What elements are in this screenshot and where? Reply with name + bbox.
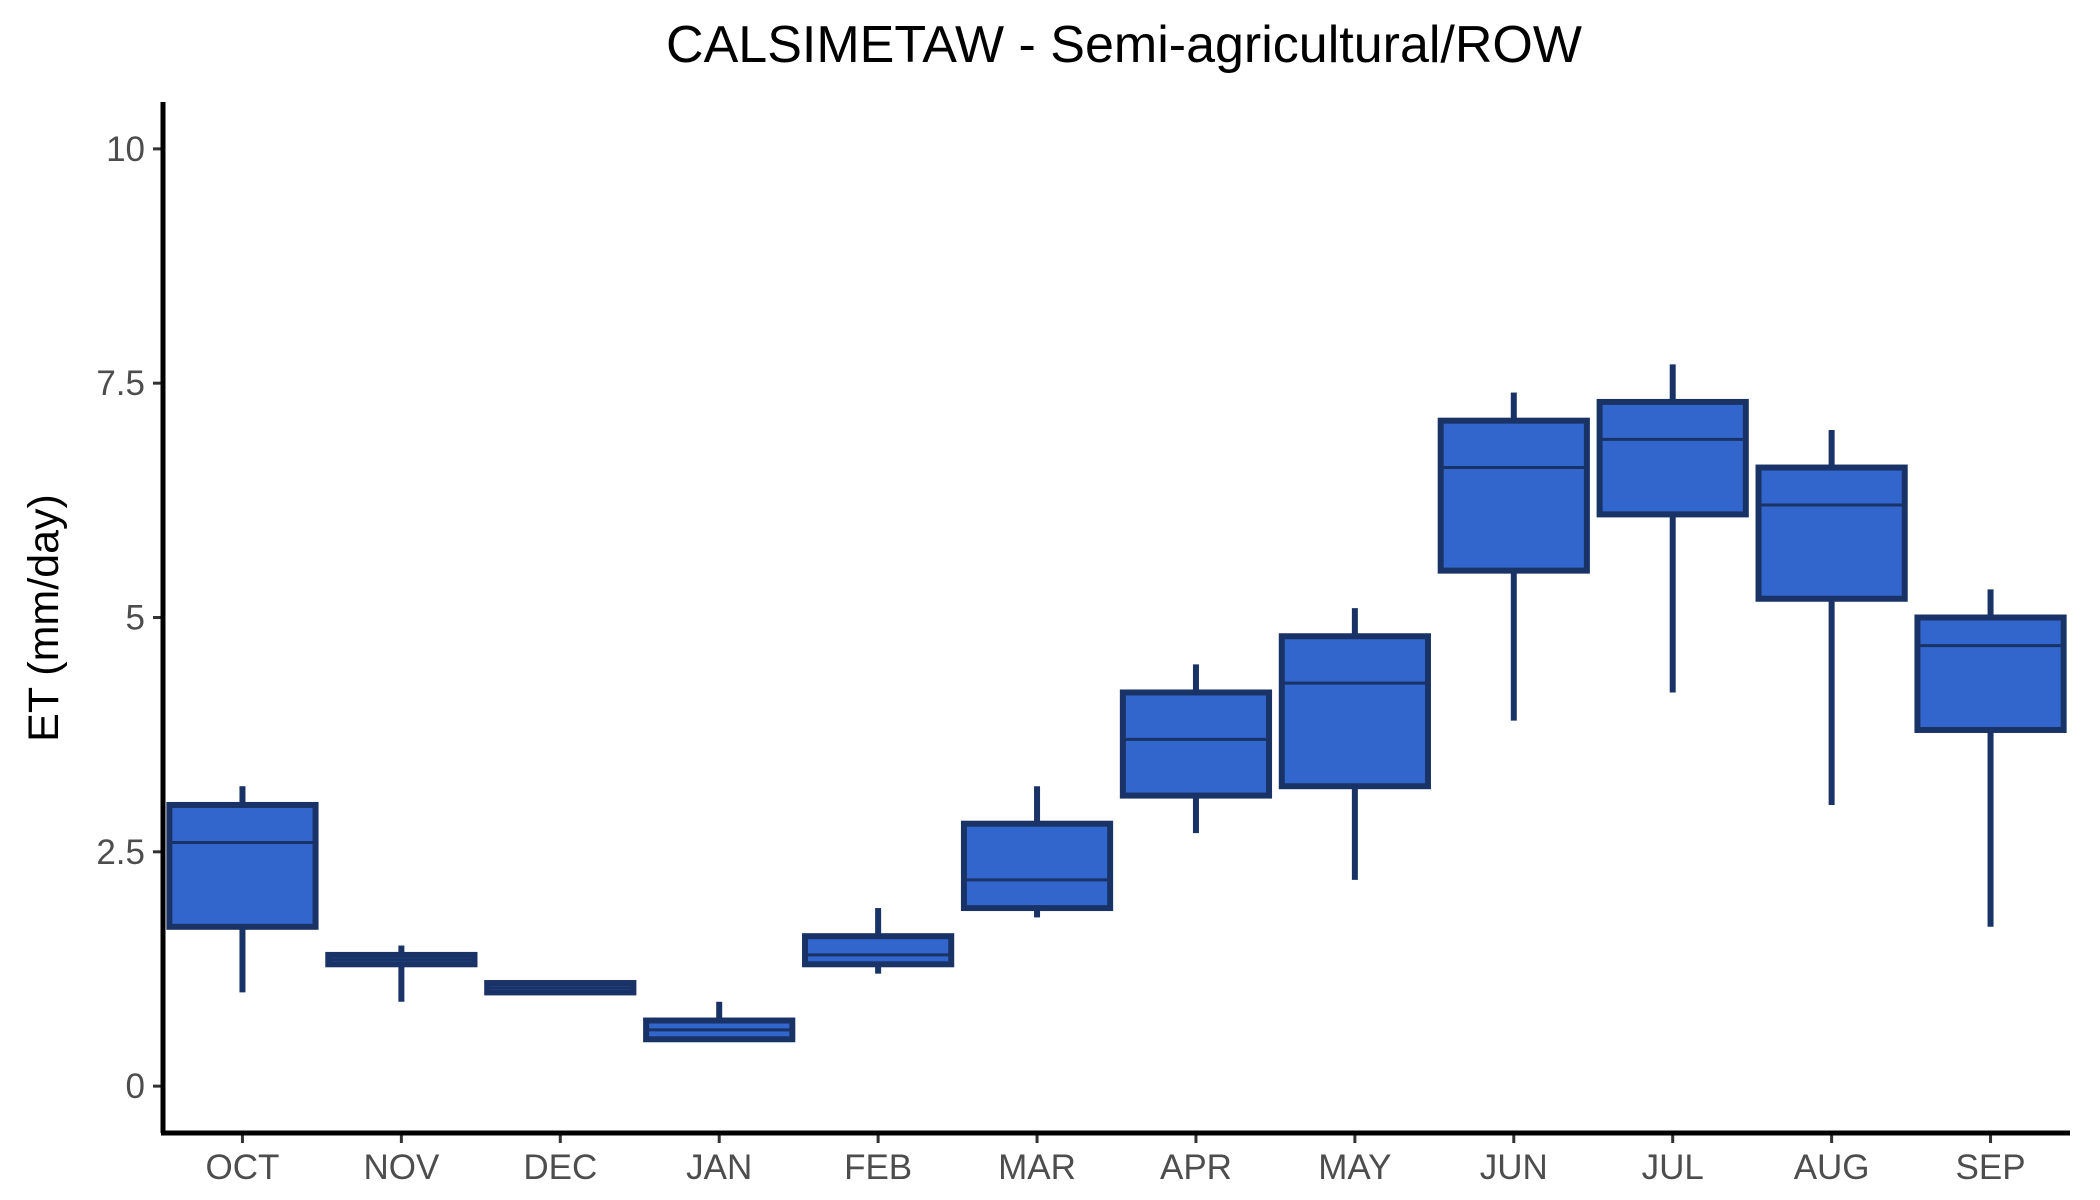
x-tick-label: SEP — [1956, 1148, 2026, 1187]
x-tick-label: DEC — [523, 1148, 597, 1187]
box-body — [1119, 689, 1273, 799]
y-tick-label: 2.5 — [96, 833, 145, 872]
box-aug — [1755, 430, 1908, 805]
x-tick-label: JUL — [1642, 1148, 1704, 1187]
box-body — [1278, 633, 1431, 790]
x-tick-label: APR — [1160, 1148, 1232, 1187]
box-may — [1278, 608, 1431, 880]
box-body — [960, 820, 1114, 912]
y-tick-label: 5 — [126, 599, 145, 638]
box-feb — [802, 908, 955, 974]
x-ticks: OCT NOV DEC JAN FEB MAR APR MAY JUN JUL AUG SEP — [206, 1133, 2026, 1187]
y-tick-label: 10 — [106, 130, 145, 169]
box-sep — [1914, 589, 2067, 927]
x-tick-label: JUN — [1480, 1148, 1548, 1187]
box-apr — [1119, 664, 1273, 834]
x-tick-label: JAN — [686, 1148, 752, 1187]
x-tick-label: MAR — [998, 1148, 1076, 1187]
y-tick-label: 0 — [126, 1067, 145, 1106]
box-body — [1596, 398, 1749, 518]
chart-title: CALSIMETAW - Semi-agricultural/ROW — [666, 16, 1582, 74]
x-tick-label: FEB — [844, 1148, 912, 1187]
box-dec — [484, 980, 637, 996]
x-tick-label: OCT — [206, 1148, 280, 1187]
box-oct — [166, 786, 319, 993]
box-jul — [1596, 364, 1749, 693]
box-body — [166, 801, 319, 930]
y-tick-label: 7.5 — [96, 364, 145, 403]
box-jun — [1437, 392, 1590, 721]
y-ticks: 0 2.5 5 7.5 10 — [96, 130, 163, 1106]
boxes-layer — [166, 364, 2067, 1043]
x-tick-label: AUG — [1794, 1148, 1870, 1187]
box-body — [802, 933, 955, 968]
x-tick-label: MAY — [1318, 1148, 1391, 1187]
y-axis-label: ET (mm/day) — [20, 494, 68, 742]
box-body — [1755, 464, 1908, 602]
box-nov — [325, 945, 478, 1002]
box-mar — [960, 786, 1114, 918]
box-body — [1437, 417, 1590, 574]
box-jan — [643, 1001, 796, 1043]
box-body — [1914, 614, 2067, 733]
x-tick-label: NOV — [363, 1148, 440, 1187]
